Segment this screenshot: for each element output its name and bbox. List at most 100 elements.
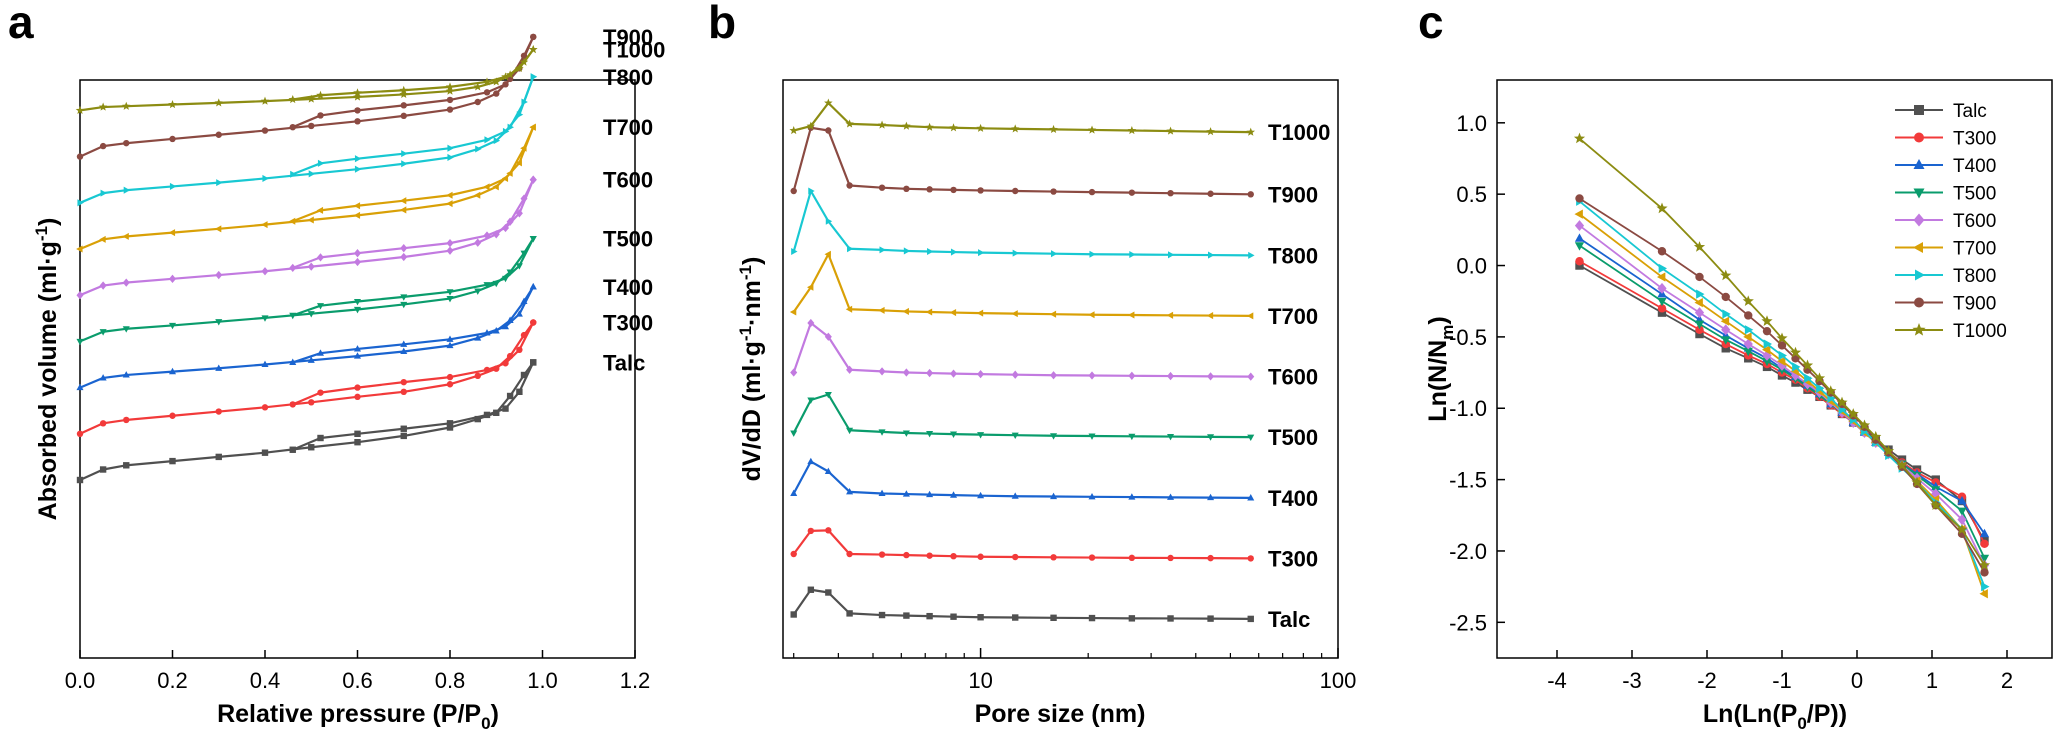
panel-a-point — [515, 310, 523, 317]
panel-a-point — [501, 174, 509, 182]
panel-a-point — [515, 263, 523, 270]
panel-a-desorption-line — [292, 322, 535, 406]
panel-a-point — [483, 89, 491, 96]
panel-a-point — [316, 206, 324, 214]
panel-a-point — [289, 312, 297, 320]
panel-c-point — [1802, 378, 1813, 390]
panel-b-point — [950, 431, 958, 438]
panel-a-point — [307, 356, 315, 363]
legend-label: T400 — [1953, 156, 1996, 177]
panel-c-y-tick-label: 0.5 — [1456, 182, 1487, 207]
panel-c-series-t1000 — [1573, 132, 1991, 570]
panel-b-point — [1128, 371, 1136, 380]
panel-a-point — [123, 186, 131, 194]
panel-c-point — [1743, 347, 1753, 357]
panel-c-y-tick-label: 1.0 — [1456, 111, 1487, 136]
panel-a-point — [261, 221, 268, 229]
panel-a-point — [354, 155, 362, 163]
panel-b-point — [845, 305, 853, 313]
panel-a-point — [446, 238, 454, 248]
panel-b-point — [846, 365, 854, 374]
panel-c-point — [1825, 385, 1837, 396]
panel-a-point — [289, 401, 296, 408]
panel-b-point — [807, 457, 815, 465]
panel-c-point — [1777, 359, 1787, 371]
legend-label: Talc — [1953, 101, 1987, 122]
panel-b-line — [792, 529, 1251, 560]
panel-a-point — [515, 159, 522, 167]
panel-c-point — [1956, 523, 1968, 535]
panel-a-point — [529, 282, 537, 290]
panel-a-point — [400, 425, 407, 432]
panel-b-point — [1088, 433, 1096, 440]
panel-b-point — [926, 368, 934, 378]
panel-a-point — [353, 298, 362, 306]
panel-b-point — [1050, 188, 1057, 195]
panel-c-point — [1761, 345, 1771, 355]
panel-b-y-label: dV/dD (ml·g-1·nm-1) — [736, 257, 766, 482]
panel-a-point — [289, 124, 296, 131]
panel-c-point — [1930, 499, 1942, 511]
panel-a-point — [122, 278, 130, 287]
panel-a-point — [400, 432, 407, 440]
panel-b-point — [950, 369, 958, 378]
panel-c-line — [1579, 264, 1986, 542]
panel-a-point — [289, 358, 297, 365]
panel-b-point — [1128, 554, 1136, 562]
panel-a-point — [290, 170, 297, 178]
panel-c-series-t300 — [1575, 257, 1989, 549]
panel-b-point — [1128, 493, 1136, 500]
panel-b-series-label: T900 — [1268, 182, 1318, 207]
panel-b-point — [1050, 554, 1057, 561]
panel-a-point — [354, 393, 361, 401]
panel-a-point — [261, 404, 269, 411]
panel-c-point — [1574, 242, 1585, 251]
panel-c-y-tick-label: -1.5 — [1449, 468, 1487, 493]
legend-item-t800: T800 — [1895, 266, 1996, 287]
legend-swatch-marker — [1913, 242, 1923, 253]
panel-c-point — [1657, 247, 1667, 256]
panel-b-point — [977, 369, 985, 379]
legend-item-talc: Talc — [1895, 101, 1987, 122]
panel-b-point — [1208, 251, 1215, 259]
panel-a-point — [353, 306, 362, 314]
panel-a-point — [99, 329, 107, 336]
panel-b-point — [1088, 492, 1096, 500]
panel-b-point — [846, 427, 854, 435]
panel-c-point — [1804, 373, 1813, 383]
panel-a-point — [446, 373, 454, 381]
panel-b-point — [791, 247, 798, 256]
panel-a-point — [530, 319, 537, 326]
legend-swatch-marker — [1913, 159, 1925, 169]
panel-a-point — [400, 252, 408, 262]
panel-a-point — [307, 311, 315, 318]
panel-c-point — [1847, 408, 1859, 419]
panel-b-line — [792, 393, 1251, 439]
panel-b-plot: Talc T300 T400 T500 T600 T700 T800 T900 T1000 — [789, 98, 1330, 632]
panel-b-point — [1248, 251, 1255, 259]
panel-a-x-tick-label: 1.2 — [620, 668, 651, 693]
panel-b-series-label: T1000 — [1268, 120, 1330, 145]
panel-b-point — [1167, 190, 1174, 197]
panel-b-series-t300 — [790, 527, 1254, 562]
panel-a-series-label: T600 — [603, 168, 653, 193]
panel-b-point — [1247, 615, 1254, 623]
panel-a-point — [401, 160, 408, 168]
panel-a-point — [123, 416, 130, 424]
panel-a-point — [400, 294, 408, 301]
panel-c-point — [1742, 295, 1754, 306]
panel-a-point — [399, 206, 407, 214]
panel-b-point — [949, 309, 957, 317]
legend-item-t400: T400 — [1895, 156, 1996, 177]
panel-b-series-t1000 — [789, 98, 1256, 136]
panel-b-series-t900 — [790, 124, 1254, 198]
panel-a-point — [521, 98, 528, 106]
panel-b-point — [1246, 127, 1256, 136]
panel-a-point — [484, 136, 491, 144]
panel-a-point — [482, 77, 492, 86]
panel-b-point — [950, 553, 957, 560]
panel-a-series-label: T300 — [603, 311, 653, 336]
panel-b-point — [1049, 310, 1057, 318]
panel-b-point — [1128, 615, 1136, 622]
